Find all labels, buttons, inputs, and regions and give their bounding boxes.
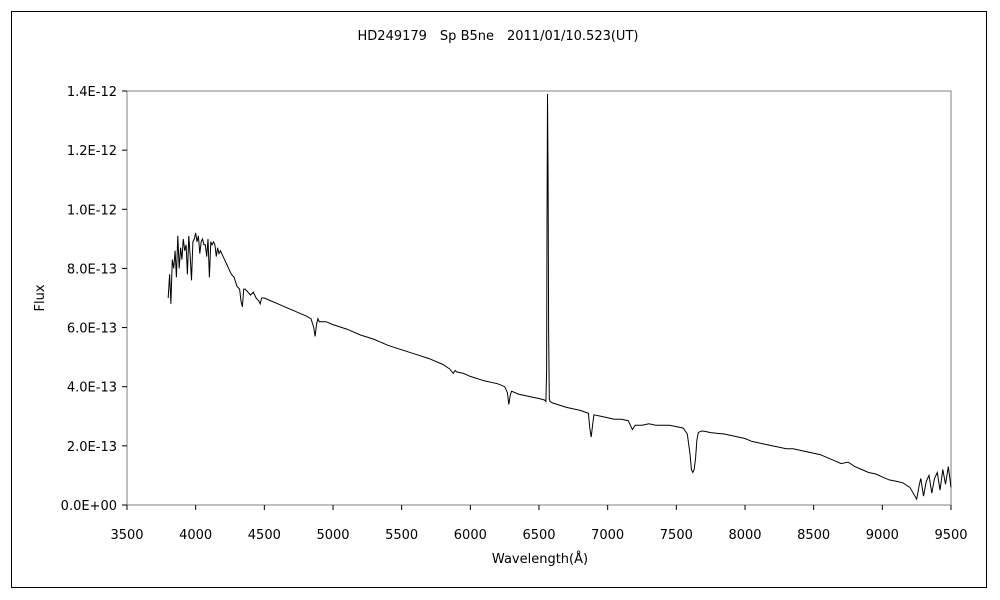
x-tick-label: 4500 (248, 528, 281, 543)
x-tick-label: 3500 (110, 528, 143, 543)
y-tick-label: 1.2E-12 (67, 144, 117, 159)
y-tick-label: 2.0E-13 (67, 440, 117, 455)
x-tick-label: 7000 (591, 528, 624, 543)
y-tick-label: 1.4E-12 (67, 85, 117, 100)
x-tick-label: 6500 (522, 528, 555, 543)
x-tick-label: 8000 (728, 528, 761, 543)
x-tick-label: 9000 (866, 528, 899, 543)
y-tick-label: 4.0E-13 (67, 381, 117, 396)
x-axis-ticks: 3500 4000 4500 5000 5500 6000 6500 7000 7500 8000… (110, 505, 968, 543)
x-tick-label: 5500 (385, 528, 418, 543)
x-axis-title: Wavelength(Å) (492, 551, 588, 567)
y-tick-label: 6.0E-13 (67, 322, 117, 337)
y-tick-label: 0.0E+00 (61, 499, 117, 514)
chart-frame (11, 11, 987, 588)
x-tick-label: 6000 (454, 528, 487, 543)
series-line-flux (167, 93, 952, 501)
plot-area (126, 90, 952, 506)
y-axis-title: Flux (33, 284, 48, 311)
y-axis-ticks: 0.0E+00 2.0E-13 4.0E-13 6.0E-13 8.0E-13 1.0E-… (61, 85, 127, 514)
chart-title: HD249179 Sp B5ne 2011/01/10.523(UT) (358, 29, 639, 44)
x-tick-label: 8500 (797, 528, 830, 543)
x-tick-label: 7500 (660, 528, 693, 543)
x-tick-label: 5000 (316, 528, 349, 543)
y-tick-label: 1.0E-12 (67, 203, 117, 218)
x-tick-label: 4000 (179, 528, 212, 543)
y-tick-label: 8.0E-13 (67, 262, 117, 277)
x-tick-label: 9500 (934, 528, 967, 543)
